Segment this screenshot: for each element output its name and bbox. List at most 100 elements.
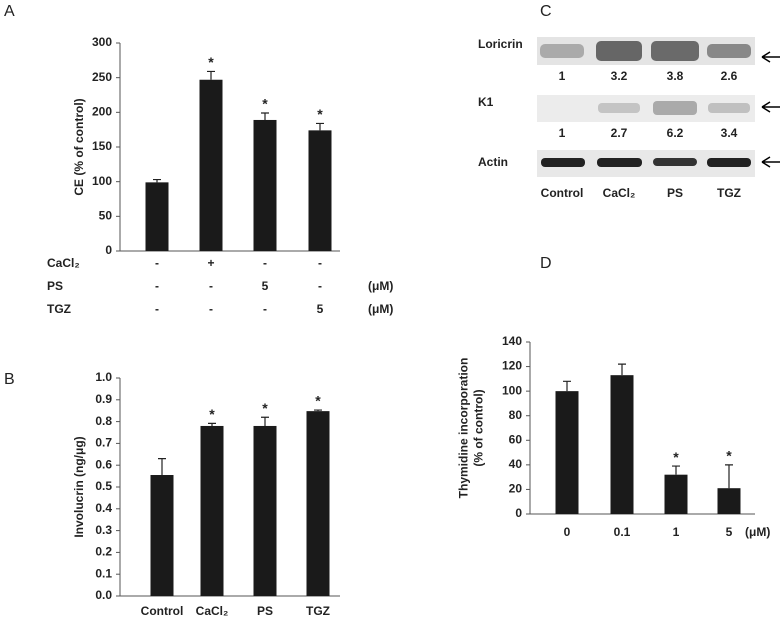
bar bbox=[610, 375, 634, 514]
error-bar bbox=[158, 458, 166, 476]
significance-marker: * bbox=[315, 393, 321, 409]
y-tick-label: 0.9 bbox=[95, 392, 112, 406]
y-tick-label: 200 bbox=[92, 105, 112, 119]
y-tick-label: 0.0 bbox=[95, 588, 112, 602]
y-tick-label: 150 bbox=[92, 139, 112, 153]
condition-value: 5 bbox=[317, 302, 324, 316]
bar bbox=[253, 119, 277, 252]
condition-unit: (μM) bbox=[368, 279, 393, 293]
blot-row-label: K1 bbox=[478, 95, 494, 109]
y-axis-label: CE (% of control) bbox=[72, 98, 86, 195]
y-tick-label: 0.8 bbox=[95, 414, 112, 428]
blot-quantity: 3.4 bbox=[721, 126, 738, 140]
blot-quantity: 6.2 bbox=[667, 126, 684, 140]
error-bar bbox=[563, 380, 571, 392]
x-tick-label: Control bbox=[141, 604, 184, 618]
error-bar bbox=[618, 363, 626, 376]
significance-marker: * bbox=[208, 54, 214, 70]
y-tick-label: 50 bbox=[99, 209, 113, 223]
y-tick-label: 1.0 bbox=[95, 370, 112, 384]
y-tick-label: 0.4 bbox=[95, 501, 112, 515]
condition-name: PS bbox=[47, 279, 63, 293]
significance-marker: * bbox=[262, 400, 268, 416]
condition-value: - bbox=[318, 256, 322, 270]
panel-letter: C bbox=[540, 3, 552, 20]
condition-name: CaCl₂ bbox=[47, 256, 80, 270]
y-tick-label: 0.2 bbox=[95, 545, 112, 559]
significance-marker: * bbox=[262, 96, 268, 112]
x-tick-label: TGZ bbox=[306, 604, 330, 618]
condition-unit: (μM) bbox=[368, 302, 393, 316]
error-bar bbox=[208, 422, 216, 426]
bar bbox=[200, 425, 224, 596]
condition-value: - bbox=[155, 302, 159, 316]
significance-marker: * bbox=[726, 448, 732, 464]
significance-marker: * bbox=[209, 406, 215, 422]
condition-value: - bbox=[155, 279, 159, 293]
y-tick-label: 0.1 bbox=[95, 566, 112, 580]
condition-name: TGZ bbox=[47, 302, 71, 316]
condition-value: - bbox=[209, 302, 213, 316]
bar bbox=[717, 488, 741, 514]
blot-quantity: 2.6 bbox=[721, 69, 738, 83]
y-tick-label: 0.7 bbox=[95, 436, 112, 450]
x-unit: (μM) bbox=[745, 525, 770, 539]
blot-quantity: 3.8 bbox=[667, 69, 684, 83]
x-tick-label: 0 bbox=[564, 525, 571, 539]
y-tick-label: 250 bbox=[92, 70, 112, 84]
y-tick-label: 40 bbox=[509, 457, 523, 471]
error-bar bbox=[261, 416, 269, 426]
bar bbox=[253, 425, 277, 596]
bar bbox=[308, 130, 332, 251]
bar bbox=[664, 474, 688, 514]
blot-quantity: 2.7 bbox=[611, 126, 628, 140]
y-tick-label: 100 bbox=[502, 383, 522, 397]
y-tick-label: 0 bbox=[105, 243, 112, 257]
blot-row-label: Loricrin bbox=[478, 37, 523, 51]
y-axis-label: Involucrin (ng/μg) bbox=[72, 436, 86, 537]
blot-quantity: 3.2 bbox=[611, 69, 628, 83]
condition-value: - bbox=[263, 302, 267, 316]
y-tick-label: 0.6 bbox=[95, 457, 112, 471]
y-tick-label: 60 bbox=[509, 432, 523, 446]
x-tick-label: 5 bbox=[726, 525, 733, 539]
blot-lane-label: PS bbox=[667, 186, 683, 200]
blot-bands bbox=[537, 37, 780, 177]
bar bbox=[555, 391, 579, 514]
condition-value: - bbox=[263, 256, 267, 270]
blot-quantity: 1 bbox=[559, 69, 566, 83]
y-tick-label: 100 bbox=[92, 174, 112, 188]
blot-quantity: 1 bbox=[559, 126, 566, 140]
y-tick-label: 0.5 bbox=[95, 479, 112, 493]
blot-lane-label: TGZ bbox=[717, 186, 741, 200]
y-axis-label: Thymidine incorporation bbox=[457, 358, 471, 499]
x-tick-label: 0.1 bbox=[614, 525, 631, 539]
x-tick-label: 1 bbox=[673, 525, 680, 539]
panel-letter: D bbox=[540, 255, 552, 272]
bar bbox=[306, 411, 330, 596]
condition-value: 5 bbox=[262, 279, 269, 293]
bar bbox=[150, 475, 174, 596]
y-axis-label: (% of control) bbox=[472, 389, 486, 466]
y-tick-label: 0.3 bbox=[95, 523, 112, 537]
condition-value: + bbox=[207, 256, 214, 270]
bar bbox=[145, 182, 169, 251]
error-bar bbox=[153, 178, 161, 183]
condition-value: - bbox=[155, 256, 159, 270]
y-tick-label: 300 bbox=[92, 35, 112, 49]
error-bar bbox=[316, 122, 324, 131]
blot-row-label: Actin bbox=[478, 155, 508, 169]
error-bar bbox=[672, 465, 680, 475]
bar bbox=[199, 79, 223, 251]
condition-value: - bbox=[318, 279, 322, 293]
panel-letter: A bbox=[4, 3, 15, 20]
error-bar bbox=[314, 409, 322, 412]
condition-value: - bbox=[209, 279, 213, 293]
y-tick-label: 20 bbox=[509, 482, 523, 496]
y-tick-label: 80 bbox=[509, 408, 523, 422]
x-tick-label: PS bbox=[257, 604, 273, 618]
blot-lane-label: CaCl₂ bbox=[603, 186, 636, 200]
panel-letter: B bbox=[4, 371, 15, 388]
significance-marker: * bbox=[673, 449, 679, 465]
